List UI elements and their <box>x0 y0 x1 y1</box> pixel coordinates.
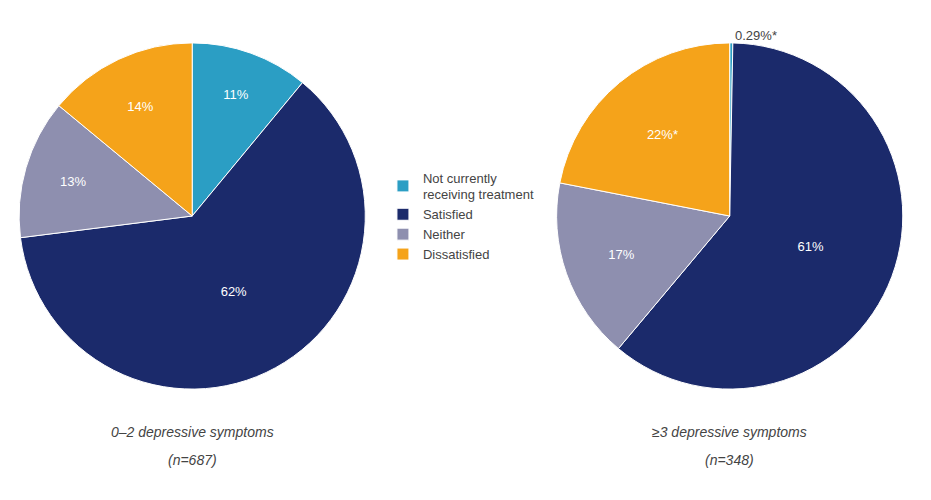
svg-text:17%: 17% <box>608 247 634 262</box>
svg-text:(n=687): (n=687) <box>168 452 217 468</box>
svg-text:22%*: 22%* <box>647 127 678 142</box>
svg-text:≥3 depressive symptoms: ≥3 depressive symptoms <box>652 424 807 440</box>
svg-text:11%: 11% <box>223 87 248 102</box>
svg-text:Not currentlyreceiving treatme: Not currentlyreceiving treatment <box>423 171 534 203</box>
svg-text:Dissatisfied: Dissatisfied <box>423 247 489 262</box>
svg-text:61%: 61% <box>798 239 824 254</box>
svg-text:13%: 13% <box>60 174 86 189</box>
svg-text:0–2 depressive symptoms: 0–2 depressive symptoms <box>111 424 274 440</box>
svg-text:Satisfied: Satisfied <box>423 207 473 222</box>
svg-text:0.29%*: 0.29%* <box>735 28 777 43</box>
svg-text:14%: 14% <box>127 99 153 114</box>
svg-text:62%: 62% <box>221 284 247 299</box>
svg-text:Neither: Neither <box>423 227 466 242</box>
svg-text:(n=348): (n=348) <box>705 452 754 468</box>
